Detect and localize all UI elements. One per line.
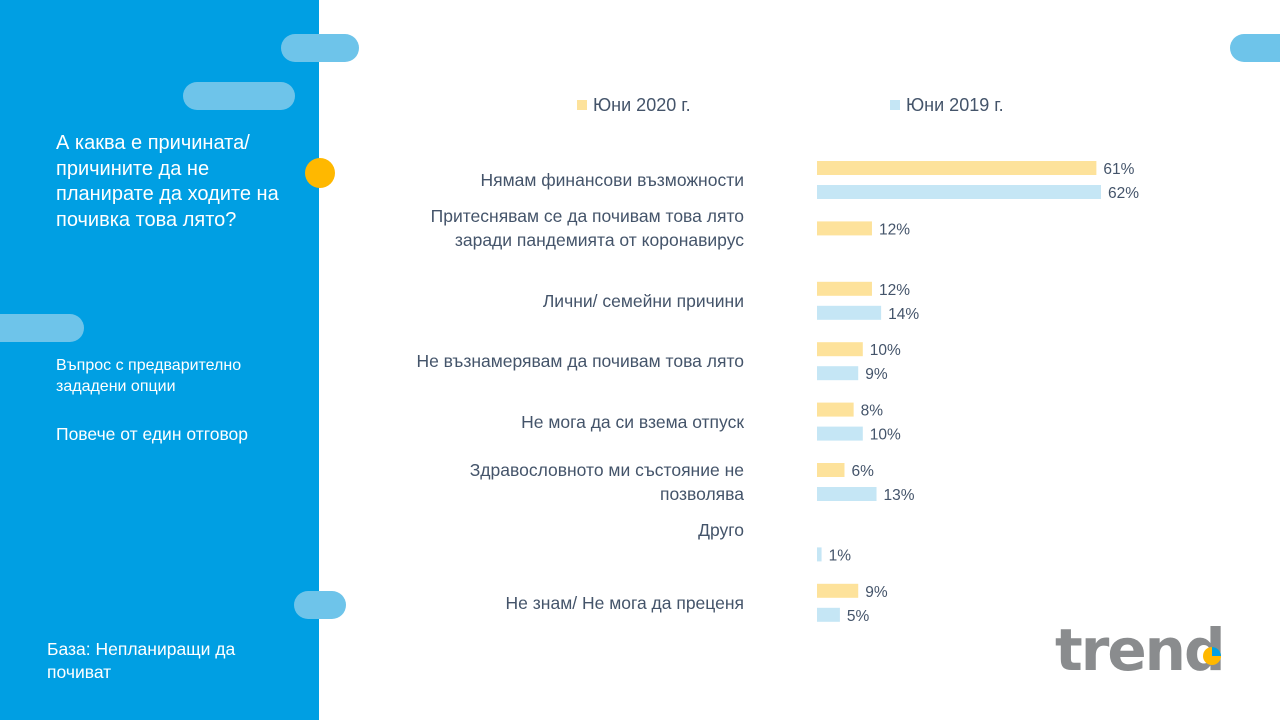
data-label: 14% <box>888 306 919 323</box>
bar-2020 <box>817 402 854 417</box>
legend-label-2019: Юни 2019 г. <box>906 94 1004 115</box>
bar-2020 <box>817 161 1097 175</box>
bar-2019 <box>817 185 1101 199</box>
legend-swatch-2020 <box>577 100 587 110</box>
decorative-pill <box>183 82 295 110</box>
data-label: 62% <box>1108 185 1139 202</box>
question-type-note: Въпрос с предварително зададени опции <box>56 357 242 395</box>
category-label: Лични/ семейни причини <box>324 289 744 313</box>
bar-2019 <box>817 366 859 381</box>
category-label-line: Не мога да си взема отпуск <box>521 411 744 432</box>
bar-2020 <box>817 342 863 357</box>
sidebar-panel <box>0 0 319 720</box>
category-label-line: Друго <box>698 520 744 541</box>
data-label: 1% <box>829 547 852 564</box>
legend-label-2020: Юни 2020 г. <box>593 94 691 115</box>
bar-2020 <box>817 221 872 236</box>
bar-2019 <box>817 547 822 562</box>
category-label-line: Нямам финансови възможности <box>480 170 744 190</box>
category-label-line: Лични/ семейни причини <box>542 290 744 311</box>
category-label-line: Здравословното ми състояние не <box>469 460 744 480</box>
legend-item-2019: Юни 2019 г. <box>890 93 1004 117</box>
multiple-answer-note: Повече от един отговор <box>56 424 249 444</box>
data-label: 10% <box>870 342 901 359</box>
decorative-pill <box>0 314 84 342</box>
data-label: 9% <box>865 584 888 601</box>
data-label: 61% <box>1103 161 1134 178</box>
decorative-pill <box>1230 34 1280 62</box>
base-note: База: Непланиращи да почиват <box>47 639 236 682</box>
logo-wordmark: trend <box>1055 618 1223 682</box>
category-label: Здравословното ми състояние не позволява <box>324 458 744 506</box>
bar-2019 <box>817 426 863 441</box>
category-label-line: Не знам/ Не мога да преценя <box>505 592 744 613</box>
category-label: Не мога да си взема отпуск <box>324 410 744 434</box>
category-label-line: позволява <box>659 484 744 504</box>
category-label: Не възнамерявам да почивам това лято <box>324 349 744 373</box>
bar-2020 <box>817 583 859 598</box>
bar-2019 <box>817 487 877 501</box>
category-label: Не знам/ Не мога да преценя <box>324 591 744 615</box>
category-label-line: заради пандемията от коронавирус <box>454 230 744 251</box>
data-label: 12% <box>879 282 910 299</box>
data-label: 10% <box>870 427 901 444</box>
trend-logo: trend <box>1055 618 1225 682</box>
data-label: 8% <box>861 403 884 420</box>
bar-2020 <box>817 281 872 296</box>
data-label: 12% <box>879 221 910 238</box>
legend-swatch-2019 <box>890 100 900 110</box>
decorative-pill <box>281 34 359 62</box>
data-label: 5% <box>847 608 870 625</box>
data-label: 6% <box>851 463 874 480</box>
logo-dot-segment-icon <box>1212 647 1221 656</box>
category-label-line: Притеснявам се да почивам това лято <box>430 206 744 227</box>
category-label: Притеснявам се да почивам това лято зарад… <box>324 204 744 252</box>
decorative-pill <box>294 591 346 619</box>
accent-dot <box>305 158 335 188</box>
bar-2019 <box>817 305 882 320</box>
data-label: 13% <box>884 487 915 504</box>
data-label: 9% <box>865 366 888 383</box>
category-label: Нямам финансови възможности <box>324 168 744 192</box>
category-label: Друго <box>324 518 744 542</box>
bar-2019 <box>817 607 840 622</box>
question-text: А каква е причината/ причините да не пла… <box>56 132 279 231</box>
bar-2020 <box>817 463 845 477</box>
category-label-line: Не възнамерявам да почивам това лято <box>416 351 744 372</box>
legend-item-2020: Юни 2020 г. <box>577 93 691 117</box>
